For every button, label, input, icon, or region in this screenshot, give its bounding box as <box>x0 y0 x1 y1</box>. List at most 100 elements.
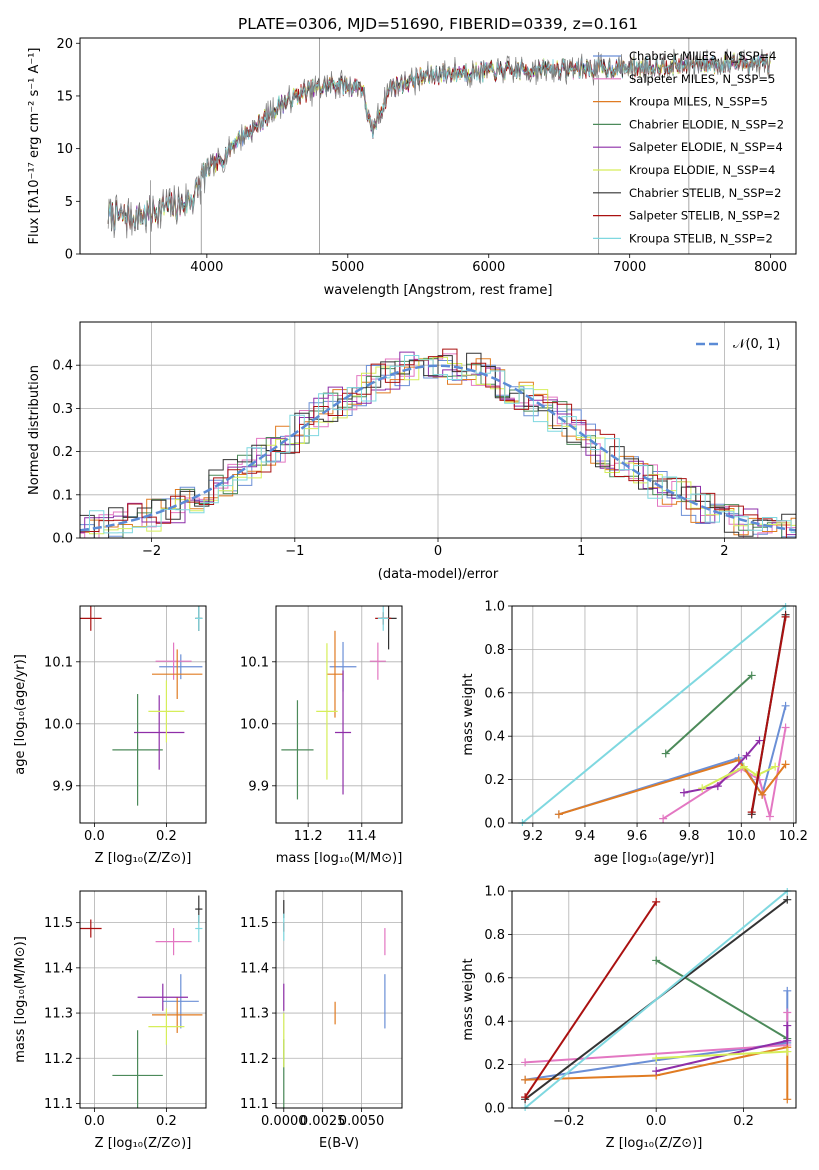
y-tick-label: 0.0 <box>52 532 73 547</box>
y-tick-label: 15 <box>56 89 73 104</box>
point-marker <box>781 701 790 710</box>
histogram-step-line <box>80 357 796 538</box>
mass-weight-panel: 9.2 9.4 9.6 9.8 10.0 10.2 0.0 0.2 0.4 0.6 0.8 1.0 ag… <box>461 600 808 867</box>
y-tick-label: 10.1 <box>240 655 269 670</box>
point-marker <box>659 814 668 823</box>
chart-title: PLATE=0306, MJD=51690, FIBERID=0339, z=0… <box>238 15 638 33</box>
y-axis-label: mass [log₁₀(M/M⊙)] <box>13 936 28 1063</box>
y-tick-label: 11.4 <box>240 961 269 976</box>
y-tick-label: 0.4 <box>484 1015 505 1030</box>
axes-frame <box>511 605 797 824</box>
histogram-step-line <box>80 355 796 534</box>
legend-label: Salpeter MILES, N_SSP=5 <box>629 72 775 86</box>
y-tick-label: 11.3 <box>44 1007 73 1022</box>
point-marker <box>783 1095 792 1104</box>
y-tick-label: 0.0 <box>484 817 505 832</box>
x-axis-label: age [log₁₀(age/yr)] <box>594 851 715 866</box>
x-axis-label: mass [log₁₀(M/M⊙)] <box>276 851 403 866</box>
axes-frame <box>79 37 797 255</box>
x-tick-label: 11.4 <box>347 829 376 844</box>
point-marker <box>713 782 722 791</box>
histogram-step-line <box>80 352 796 538</box>
legend-label: 𝒩(0, 1) <box>733 337 780 352</box>
axes-frame <box>79 321 797 539</box>
x-tick-label: 6000 <box>472 260 505 275</box>
y-axis-label: Flux [fλ10⁻¹⁷ erg cm⁻² s⁻¹ A⁻¹] <box>27 48 42 245</box>
y-tick-label: 11.5 <box>240 916 269 931</box>
series-line <box>656 1050 788 1060</box>
point-marker <box>652 1054 661 1063</box>
errorbar-points <box>281 606 397 800</box>
x-tick-label: 4000 <box>190 260 223 275</box>
x-tick-label: 9.2 <box>523 829 544 844</box>
point-marker <box>771 762 780 771</box>
errorbar-panel: 0.0 0.2 11.1 11.2 11.3 11.4 11.5 Z [log₁₀(Z/Z⊙)… <box>13 890 207 1151</box>
series-line <box>558 758 787 816</box>
axes-frame <box>79 605 207 824</box>
point-marker <box>783 1008 792 1017</box>
axes-frame <box>275 890 403 1109</box>
point-marker <box>652 897 661 906</box>
point-marker <box>679 788 688 797</box>
point-marker <box>661 749 670 758</box>
point-marker <box>521 1075 530 1084</box>
y-tick-label: 20 <box>56 37 73 52</box>
y-axis-label: age [log₁₀(age/yr)] <box>13 654 28 775</box>
errorbar-points <box>283 900 386 1108</box>
series-line <box>521 605 787 824</box>
point-marker <box>747 808 756 817</box>
errorbar-points <box>80 895 203 1108</box>
x-axis-label: wavelength [Angstrom, rest frame] <box>324 283 553 298</box>
y-tick-label: 0.8 <box>484 928 505 943</box>
histogram-steps <box>80 348 796 538</box>
x-tick-label: 9.8 <box>679 829 700 844</box>
series-line <box>701 765 776 790</box>
point-marker <box>755 736 764 745</box>
x-tick-label: 0.2 <box>733 1114 754 1129</box>
x-tick-label: 5000 <box>331 260 364 275</box>
legend: Chabrier MILES, N_SSP=4 Salpeter MILES, N… <box>593 49 784 245</box>
point-marker <box>652 1067 661 1076</box>
histogram-step-line <box>80 348 796 538</box>
x-tick-label: 0.0025 <box>300 1114 346 1129</box>
y-tick-label: 10.0 <box>44 717 73 732</box>
y-tick-label: 5 <box>65 195 73 210</box>
axes-frame <box>275 605 403 824</box>
x-tick-label: 2 <box>720 544 728 559</box>
legend-label: Kroupa MILES, N_SSP=5 <box>629 95 768 109</box>
y-tick-label: 0.6 <box>484 971 505 986</box>
x-tick-label: 0.0000 <box>261 1114 307 1129</box>
y-tick-label: 11.1 <box>240 1097 269 1112</box>
point-marker <box>521 1093 530 1102</box>
y-tick-label: 11.1 <box>44 1097 73 1112</box>
gaussian-curve <box>80 364 796 532</box>
residual-histogram-panel: −2 −1 0 1 2 0.0 0.1 0.2 0.3 0.4 𝒩(0, 1) (data-model… <box>27 321 797 582</box>
y-tick-label: 0.1 <box>52 488 73 503</box>
x-tick-label: 0.0050 <box>339 1114 385 1129</box>
spectrum-panel: 4000 5000 6000 7000 8000 0 5 10 15 20 PLATE=0306, … <box>27 15 797 298</box>
series-line <box>525 1045 789 1100</box>
x-tick-label: −1 <box>285 544 304 559</box>
point-marker <box>652 956 661 965</box>
legend-label: Kroupa ELODIE, N_SSP=4 <box>629 163 775 177</box>
y-tick-label: 11.2 <box>44 1052 73 1067</box>
series-line <box>750 616 787 813</box>
x-axis-label: Z [log₁₀(Z/Z⊙)] <box>95 1136 192 1151</box>
errorbar-panel: 11.2 11.4 9.9 10.0 10.1 mass [log₁₀(M/M⊙)] <box>240 605 403 866</box>
series-line <box>655 959 788 1040</box>
point-marker <box>783 1036 792 1045</box>
point-marker <box>781 612 790 621</box>
x-tick-label: −2 <box>142 544 161 559</box>
y-tick-label: 0.2 <box>52 445 73 460</box>
series-line <box>665 674 753 755</box>
y-tick-label: 0 <box>65 248 73 263</box>
y-tick-label: 0.6 <box>484 686 505 701</box>
y-axis-label: mass weight <box>461 958 476 1040</box>
x-tick-label: 9.4 <box>575 829 596 844</box>
series-line <box>524 901 658 1098</box>
y-tick-label: 0.2 <box>484 1058 505 1073</box>
spectrum-lines <box>107 38 771 254</box>
series-line <box>524 890 788 1109</box>
point-marker <box>783 895 792 904</box>
plot-layer: 4000 5000 6000 7000 800005101520PLATE=0306, … <box>13 15 808 1151</box>
